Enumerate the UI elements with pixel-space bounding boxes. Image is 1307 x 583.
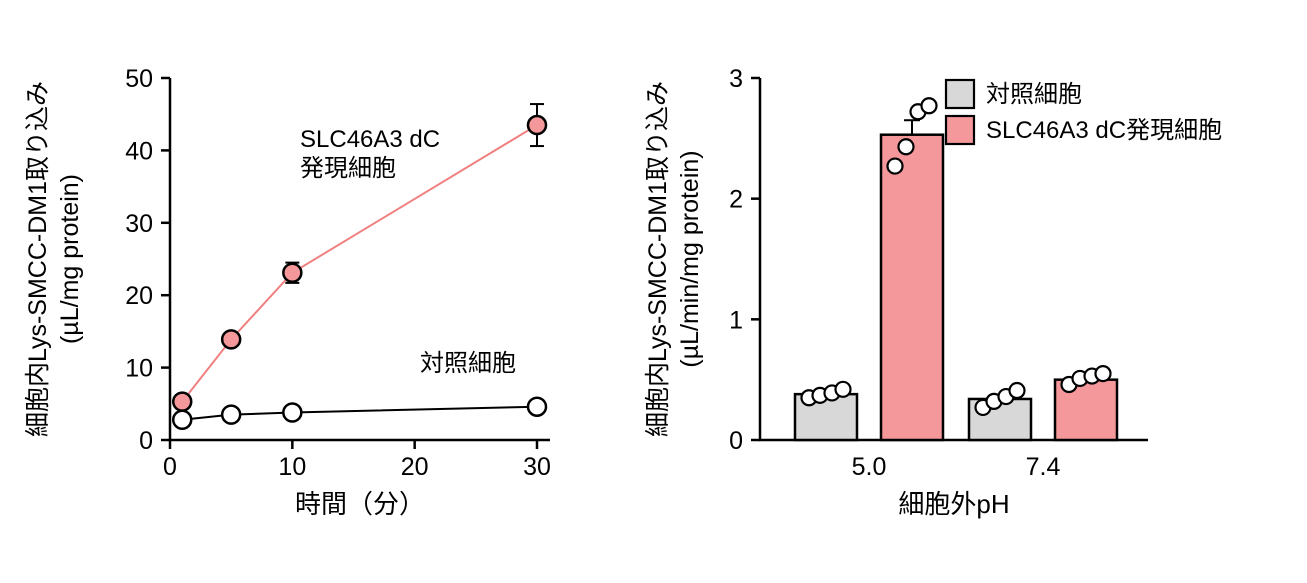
data-point [282,402,303,423]
y-tick-label: 30 [125,210,153,238]
y-tick-label: 3 [729,65,743,93]
legend: 対照細胞 SLC46A3 dC発現細胞 [944,78,1222,146]
x-tick-label: 20 [401,453,429,481]
scatter-point [897,138,915,156]
data-point [220,329,242,350]
y-axis-title: 細胞内Lys-SMCC-DM1取り込み [644,81,672,437]
y-tick-label: 50 [125,65,153,93]
time-course-chart: 0 10 20 30 40 50 0 10 20 30 時間（分） 細胞内Lys-SMCC-DM1取り… [24,65,551,519]
scatter-point [886,157,904,175]
y-tick-label: 0 [139,427,153,455]
x-tick-label: 10 [278,453,306,481]
scatter-point [834,380,852,398]
series-slc46a3 [171,103,548,412]
scatter-point [1094,365,1112,383]
x-category-label: 7.4 [1026,453,1061,481]
x-axis-title: 細胞外pH [898,489,1009,519]
y-axis-title-units: (µL/mg protein) [56,174,84,344]
data-point [526,396,548,417]
legend-label: 対照細胞 [986,81,1082,108]
legend-label: SLC46A3 dC発現細胞 [986,117,1222,144]
bar-series-slc46a3 [879,97,1119,442]
y-tick-label: 1 [729,306,743,334]
y-tick-label: 2 [729,186,743,214]
y-axis-title-units: (µL/min/mg protein) [676,150,704,367]
series-line [181,124,538,403]
series-annotation: 発現細胞 [300,155,396,182]
ph-bar-chart: 0 1 2 3 細胞外pH 細胞内Lys-SMCC-DM1取り込み (µL/min/mg p… [644,65,1222,519]
legend-swatch [944,78,976,110]
data-point [171,409,193,430]
series-line [182,405,538,421]
x-tick-label: 0 [163,453,177,481]
y-tick-label: 10 [125,355,153,383]
bar [879,133,945,442]
y-tick-label: 0 [729,427,743,455]
x-category-label: 5.0 [852,453,887,481]
series-control [171,396,548,430]
series-annotation: SLC46A3 dC [300,126,440,153]
data-point [526,114,548,136]
scatter-point [920,97,938,115]
y-tick-label: 20 [125,282,153,310]
x-axis-title: 時間（分） [295,489,425,519]
x-tick-label: 30 [523,453,551,481]
scatter-point [1008,381,1026,400]
legend-swatch [944,114,976,146]
y-axis-title: 細胞内Lys-SMCC-DM1取り込み [24,81,52,437]
data-point [220,404,242,425]
series-annotation: 対照細胞 [420,350,516,377]
bar-series-control [793,380,1033,442]
data-point [171,391,193,412]
y-tick-label: 40 [125,137,153,165]
data-point [282,262,303,284]
